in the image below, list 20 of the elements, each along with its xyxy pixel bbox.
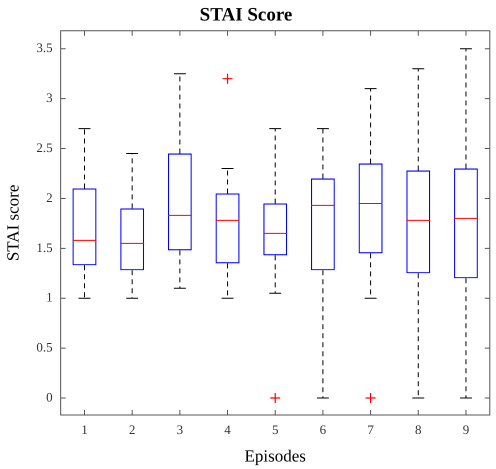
- x-tick-label: 7: [367, 422, 374, 438]
- x-tick-label: 9: [462, 422, 470, 438]
- y-tick-label: 0: [46, 389, 53, 404]
- x-tick-label: 1: [81, 422, 88, 438]
- x-tick-label: 8: [415, 422, 422, 438]
- y-tick-label: 2: [46, 190, 53, 205]
- x-tick-label: 4: [224, 422, 232, 438]
- x-tick-label: 3: [176, 422, 184, 438]
- y-tick-label: 3: [46, 90, 53, 106]
- y-tick-label: 0.5: [36, 340, 53, 355]
- y-tick-label: 1: [46, 290, 53, 305]
- x-tick-label: 6: [320, 422, 327, 438]
- chart-title: STAI Score: [200, 4, 292, 26]
- y-tick-label: 1.5: [36, 240, 53, 255]
- y-axis-title: STAI score: [4, 184, 23, 262]
- x-tick-label: 5: [272, 422, 278, 438]
- x-axis-title: Episodes: [244, 446, 306, 466]
- y-tick-label: 2.5: [36, 140, 53, 155]
- y-tick-label: 3.5: [36, 40, 53, 56]
- x-tick-label: 2: [128, 422, 136, 438]
